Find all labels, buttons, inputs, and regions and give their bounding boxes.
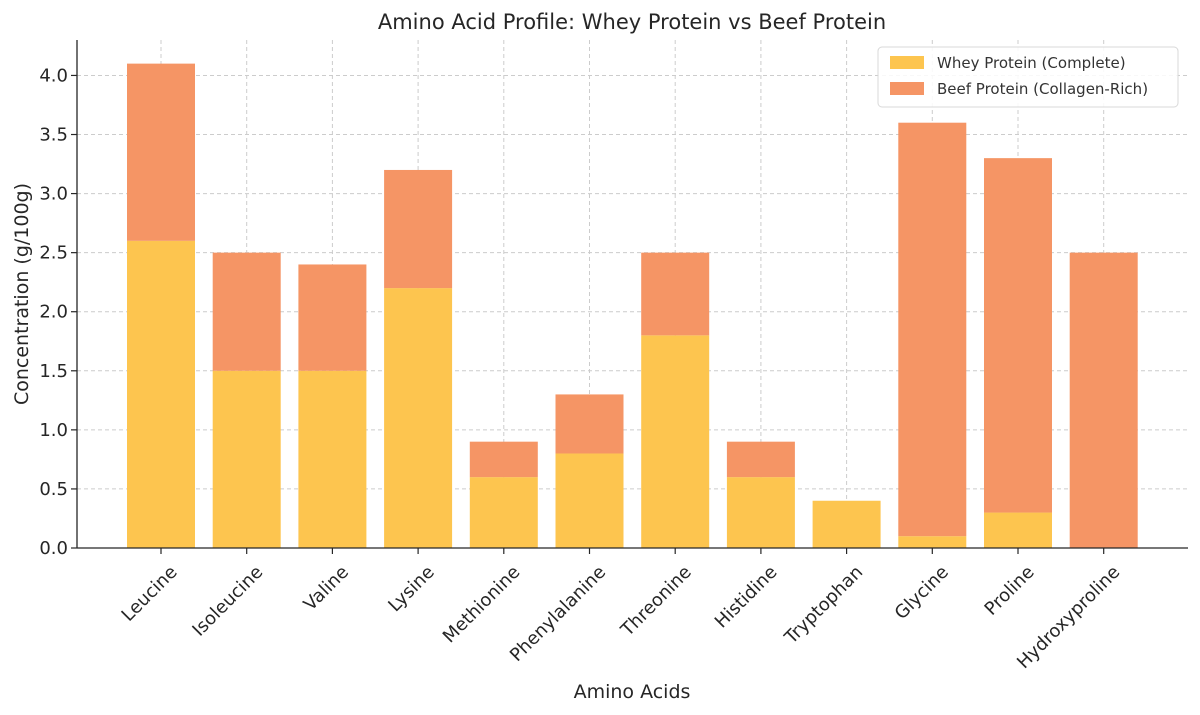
y-ticks: 0.0 0.5 1.0 1.5 2.0 2.5 3.0 3.5 4.0 xyxy=(39,65,77,559)
bars xyxy=(127,63,1138,548)
bar-beef-glycine xyxy=(898,122,967,537)
y-tick-label: 0.0 xyxy=(39,538,68,559)
bar-whey-lysine xyxy=(384,288,453,548)
bar-beef-proline xyxy=(984,158,1052,513)
y-tick-label: 3.0 xyxy=(39,184,68,205)
bar-beef-leucine xyxy=(127,63,195,241)
x-tick-label: Leucine xyxy=(118,562,182,626)
y-tick-label: 2.5 xyxy=(39,243,68,264)
bar-whey-methionine xyxy=(469,477,538,548)
bar-whey-tryptophan xyxy=(812,500,881,548)
bar-beef-threonine xyxy=(641,252,710,336)
bar-whey-proline xyxy=(984,512,1052,548)
legend-box xyxy=(877,46,1179,108)
bar-beef-valine xyxy=(298,264,367,371)
bar-whey-threonine xyxy=(641,335,710,548)
x-tick-label: Lysine xyxy=(384,562,438,616)
y-tick-label: 4.0 xyxy=(39,65,68,86)
bar-whey-valine xyxy=(298,370,367,548)
x-tick-label: Valine xyxy=(300,562,353,615)
x-tick-label: Methionine xyxy=(439,562,525,648)
legend-swatch-whey xyxy=(890,56,924,69)
bar-beef-isoleucine xyxy=(212,252,281,371)
bar-beef-histidine xyxy=(726,441,795,478)
x-ticks: Leucine Isoleucine Valine Lysine Methionine P… xyxy=(118,548,1124,673)
legend-label-beef: Beef Protein (Collagen-Rich) xyxy=(937,80,1148,98)
x-tick-label: Glycine xyxy=(891,562,953,624)
x-tick-label: Threonine xyxy=(616,562,695,641)
legend: Whey Protein (Complete) Beef Protein (Co… xyxy=(877,46,1179,108)
legend-swatch-beef xyxy=(890,82,924,95)
x-axis-label: Amino Acids xyxy=(574,681,691,703)
bar-whey-histidine xyxy=(726,477,795,548)
y-tick-label: 2.0 xyxy=(39,302,68,323)
bar-beef-phenylalanine xyxy=(555,394,624,454)
bar-beef-hydroxyproline xyxy=(1069,252,1138,548)
x-tick-label: Tryptophan xyxy=(780,562,867,649)
bar-whey-phenylalanine xyxy=(555,453,624,548)
x-tick-label: Isoleucine xyxy=(188,562,267,641)
bar-beef-lysine xyxy=(384,169,453,289)
x-tick-label: Histidine xyxy=(711,562,782,633)
x-tick-label: Proline xyxy=(981,562,1039,620)
bar-whey-leucine xyxy=(127,240,195,548)
y-tick-label: 3.5 xyxy=(39,125,68,146)
bar-whey-glycine xyxy=(898,536,967,548)
y-tick-label: 0.5 xyxy=(39,479,68,500)
y-axis-label: Concentration (g/100g) xyxy=(11,183,33,405)
y-tick-label: 1.0 xyxy=(39,420,68,441)
bar-beef-methionine xyxy=(469,441,538,478)
y-tick-label: 1.5 xyxy=(39,361,68,382)
legend-label-whey: Whey Protein (Complete) xyxy=(937,54,1126,72)
bar-whey-isoleucine xyxy=(212,370,281,548)
chart-title: Amino Acid Profile: Whey Protein vs Beef… xyxy=(378,10,886,34)
